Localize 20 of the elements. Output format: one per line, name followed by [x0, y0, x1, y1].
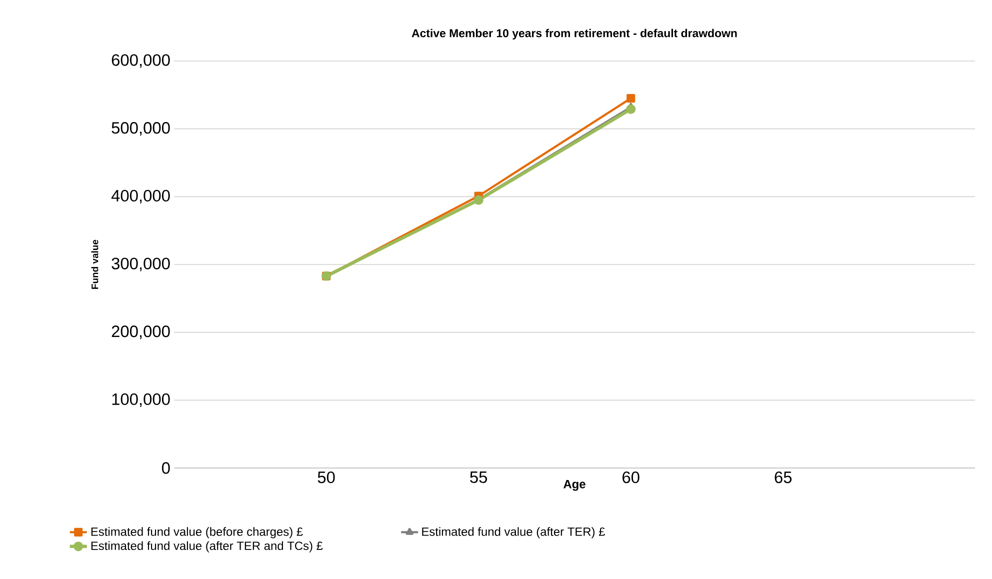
point — [626, 94, 636, 103]
y-tick-label: 400,000 — [111, 190, 170, 204]
point — [474, 195, 484, 205]
chart-title: Active Member 10 years from retirement - default drawdown — [412, 28, 737, 40]
y-tick-label: 300,000 — [112, 258, 170, 272]
y-tick-label: 200,000 — [112, 326, 170, 340]
point — [626, 104, 636, 114]
legend-label: Estimated fund value (after TER and TCs) £ — [91, 541, 323, 552]
x-tick-label: 65 — [774, 472, 792, 484]
legend-label: Estimated fund value (before charges) £ — [91, 527, 303, 538]
legend-label: Estimated fund value (after TER) £ — [422, 527, 606, 538]
x-tick-label: 60 — [622, 472, 640, 484]
x-tick-label: 50 — [318, 472, 335, 484]
y-tick-label: 500,000 — [112, 122, 170, 136]
y-tick-label: 100,000 — [112, 393, 170, 407]
x-tick-label: 55 — [470, 472, 488, 483]
y-tick-label: 0 — [162, 462, 170, 474]
y-axis-title: Fund value — [91, 240, 98, 289]
x-axis-title: Age — [564, 480, 586, 491]
y-tick-label: 600,000 — [112, 54, 170, 68]
